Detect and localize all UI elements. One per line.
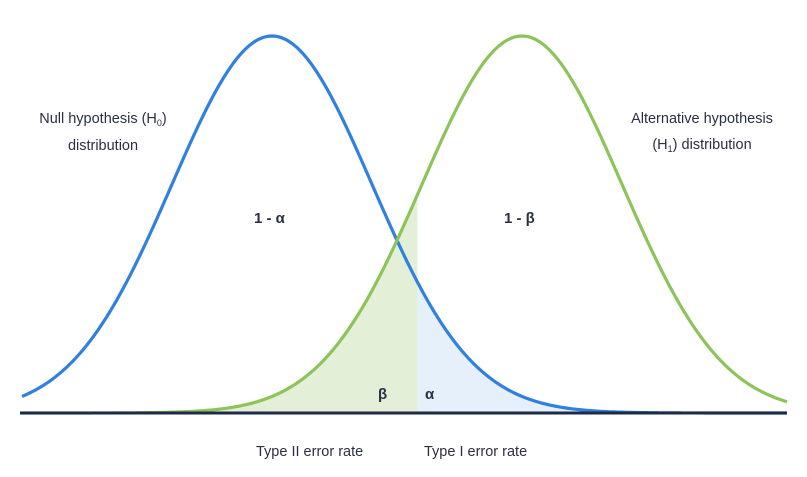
- type-ii-error-caption: Type II error rate: [256, 444, 364, 460]
- power-alt-label: 1 - β: [504, 210, 535, 227]
- power-null-label: 1 - α: [254, 210, 285, 227]
- alt-label-line1: Alternative hypothesis: [631, 111, 773, 127]
- type-ii-error-region: [122, 195, 417, 413]
- alt-label-line2: (H1) distribution: [652, 137, 752, 154]
- alternative-distribution-label: Alternative hypothesis (H1) distribution: [608, 106, 796, 159]
- null-label-line2: distribution: [67, 138, 139, 154]
- null-distribution-label: Null hypothesis (H0) distribution: [14, 106, 192, 159]
- type-i-error-region: [417, 281, 722, 413]
- type-i-error-caption: Type I error rate: [424, 444, 528, 460]
- null-label-line1: Null hypothesis (H0): [39, 111, 167, 128]
- alpha-label: α: [425, 386, 435, 403]
- beta-label: β: [378, 386, 388, 403]
